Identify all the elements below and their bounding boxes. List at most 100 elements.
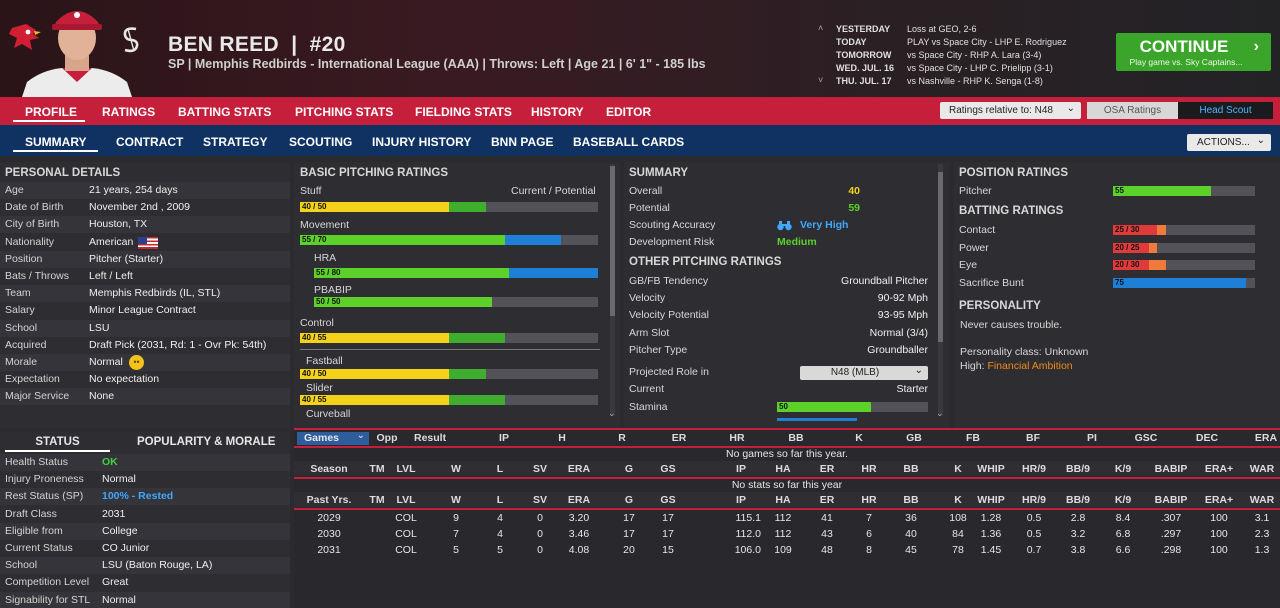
schedule-game[interactable]: PLAY vs Space City - LHP E. Rodriguez — [907, 37, 1067, 47]
chevron-down-icon[interactable]: ⌄ — [936, 408, 944, 418]
table-header[interactable]: TM — [369, 463, 385, 475]
table-header[interactable]: BABIP — [1154, 494, 1188, 506]
table-header[interactable]: WHIP — [977, 494, 1005, 506]
table-cell: 41 — [821, 512, 833, 524]
table-header[interactable]: WAR — [1249, 463, 1275, 475]
table-header[interactable]: DEC — [1195, 432, 1219, 444]
table-header[interactable]: Season — [310, 463, 348, 475]
tab-ratings[interactable]: RATINGS — [102, 105, 156, 119]
table-header[interactable]: G — [624, 463, 634, 475]
table-header[interactable]: SV — [532, 463, 547, 475]
table-header[interactable]: HR/9 — [1022, 494, 1046, 506]
table-header[interactable]: K/9 — [1114, 463, 1132, 475]
table-header[interactable]: LVL — [396, 463, 416, 475]
table-header[interactable]: IP — [736, 463, 746, 475]
scrollbar[interactable] — [938, 164, 943, 416]
table-header[interactable]: W — [451, 494, 461, 506]
schedule-game[interactable]: vs Space City - LHP C. Prielipp (3-1) — [907, 63, 1053, 73]
table-header[interactable]: WAR — [1249, 494, 1275, 506]
table-header[interactable]: K — [954, 463, 962, 475]
schedule-game[interactable]: vs Space City - RHP A. Lara (3-4) — [907, 50, 1042, 60]
subtab-injury-history[interactable]: INJURY HISTORY — [372, 135, 472, 149]
subtab-strategy[interactable]: STRATEGY — [203, 135, 268, 149]
rating-value: 40 / 50 — [302, 202, 327, 211]
table-row[interactable]: 2030 COL 7 4 0 3.46 17 17 112.0 112 43 6 40 84 1.36 0.5… — [294, 527, 1280, 543]
table-header[interactable]: BB — [903, 494, 919, 506]
osa-ratings-button[interactable]: OSA Ratings — [1087, 102, 1178, 119]
tab-pitching-stats[interactable]: PITCHING STATS — [295, 105, 394, 119]
table-header[interactable]: GS — [660, 463, 676, 475]
table-header[interactable]: Past Yrs. — [306, 494, 352, 506]
table-header[interactable]: BB/9 — [1066, 494, 1090, 506]
table-header[interactable]: Result — [414, 432, 447, 444]
ratings-relative-select[interactable]: Ratings relative to: N48 ⌄ — [940, 102, 1081, 119]
table-header[interactable]: HA — [775, 463, 791, 475]
subtab-contract[interactable]: CONTRACT — [116, 135, 184, 149]
table-header[interactable]: FB — [966, 432, 980, 444]
table-header[interactable]: IP — [499, 432, 509, 444]
table-header[interactable]: GS — [660, 494, 676, 506]
table-header[interactable]: ERA — [567, 494, 591, 506]
table-header[interactable]: R — [618, 432, 626, 444]
subtab-scouting[interactable]: SCOUTING — [289, 135, 353, 149]
table-header[interactable]: IP — [736, 494, 746, 506]
table-header[interactable]: SV — [532, 494, 547, 506]
table-header[interactable]: K — [855, 432, 863, 444]
table-header[interactable]: H — [558, 432, 566, 444]
table-header[interactable]: K — [954, 494, 962, 506]
continue-button[interactable]: CONTINUE › Play game vs. Sky Captains... — [1116, 33, 1271, 71]
tab-fielding-stats[interactable]: FIELDING STATS — [415, 105, 512, 119]
subtab-bnn-page[interactable]: BNN PAGE — [491, 135, 554, 149]
table-header[interactable]: HR — [861, 463, 877, 475]
tab-batting-stats[interactable]: BATTING STATS — [178, 105, 272, 119]
table-header[interactable]: L — [496, 494, 504, 506]
schedule-game[interactable]: vs Nashville - RHP K. Senga (1-8) — [907, 76, 1043, 86]
scrollbar[interactable] — [610, 164, 615, 416]
chevron-down-icon[interactable]: ˅ — [818, 75, 824, 85]
table-header[interactable]: BB — [903, 463, 919, 475]
table-header[interactable]: BF — [1026, 432, 1040, 444]
table-header[interactable]: HR — [861, 494, 877, 506]
chevron-down-icon[interactable]: ⌄ — [608, 408, 616, 418]
table-header[interactable]: HA — [775, 494, 791, 506]
subtab-baseball-cards[interactable]: BASEBALL CARDS — [573, 135, 685, 149]
table-header[interactable]: ERA — [1254, 432, 1278, 444]
table-header[interactable]: WHIP — [977, 463, 1005, 475]
games-select[interactable]: Games ⌄ — [297, 430, 369, 445]
table-header[interactable]: Opp — [376, 432, 398, 444]
table-header[interactable]: BB/9 — [1066, 463, 1090, 475]
head-scout-button[interactable]: Head Scout — [1178, 102, 1273, 119]
table-header[interactable]: GB — [906, 432, 922, 444]
table-row[interactable]: 2031 COL 5 5 0 4.08 20 15 106.0 109 48 8 45 78 1.45 0.7… — [294, 543, 1280, 559]
table-header[interactable]: BB — [788, 432, 804, 444]
table-header[interactable]: K/9 — [1114, 494, 1132, 506]
table-header[interactable]: ERA+ — [1204, 494, 1234, 506]
tab-profile[interactable]: PROFILE — [25, 105, 78, 119]
table-header[interactable]: LVL — [396, 494, 416, 506]
table-header[interactable]: TM — [369, 494, 385, 506]
table-header[interactable]: ERA — [567, 463, 591, 475]
table-header[interactable]: ER — [819, 494, 835, 506]
tab-status[interactable]: STATUS — [5, 432, 110, 452]
table-header[interactable]: ERA+ — [1204, 463, 1234, 475]
table-header[interactable]: HR — [729, 432, 745, 444]
table-header[interactable]: BABIP — [1154, 463, 1188, 475]
table-header[interactable]: ER — [671, 432, 687, 444]
table-header[interactable]: ER — [819, 463, 835, 475]
tab-popularity-morale[interactable]: POPULARITY & MORALE — [137, 436, 276, 448]
projected-role-select[interactable]: N48 (MLB) ⌄ — [800, 365, 928, 380]
table-header[interactable]: W — [451, 463, 461, 475]
subtab-summary[interactable]: SUMMARY — [25, 135, 87, 149]
chevron-up-icon[interactable]: ˄ — [818, 23, 824, 33]
table-header[interactable]: PI — [1087, 432, 1097, 444]
table-header[interactable]: GSC — [1134, 432, 1158, 444]
actions-dropdown[interactable]: ACTIONS... ⌄ — [1187, 134, 1271, 151]
table-cell: 3.1 — [1254, 512, 1270, 524]
table-row[interactable]: 2029 COL 9 4 0 3.20 17 17 115.1 112 41 7 36 108 1.28 0.… — [294, 511, 1280, 527]
tab-history[interactable]: HISTORY — [531, 105, 584, 119]
table-header[interactable]: G — [624, 494, 634, 506]
tab-editor[interactable]: EDITOR — [606, 105, 652, 119]
schedule-game[interactable]: Loss at GEO, 2-6 — [907, 24, 977, 34]
table-header[interactable]: L — [496, 463, 504, 475]
table-header[interactable]: HR/9 — [1022, 463, 1046, 475]
